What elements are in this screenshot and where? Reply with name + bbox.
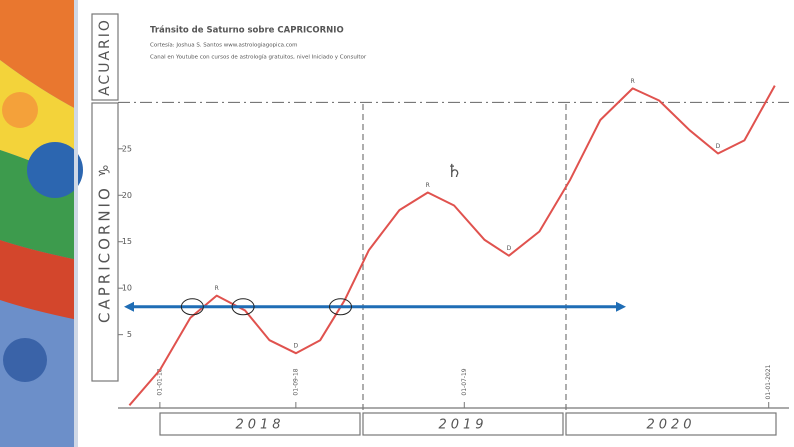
year-box bbox=[159, 412, 361, 436]
x-tick-label: 01-07-19 bbox=[461, 368, 468, 395]
y-tick-label: 15 bbox=[122, 237, 132, 246]
frame bbox=[91, 13, 789, 436]
year-box bbox=[362, 412, 564, 436]
upper-sign-box bbox=[91, 13, 119, 101]
y-tick-label: 10 bbox=[122, 284, 132, 293]
arrow-head bbox=[124, 301, 134, 312]
year-label: 2018 bbox=[235, 418, 284, 433]
upper-sign-label: ACUARIO bbox=[97, 18, 113, 96]
year-label: 2020 bbox=[646, 418, 695, 433]
subtitle: Cortesía: Joshua S. Santos www.astrologi… bbox=[150, 42, 297, 49]
y-tick-label: 20 bbox=[122, 191, 132, 200]
note: Canal en Youtube con cursos de astrologí… bbox=[150, 54, 367, 61]
annotation: ♄ bbox=[446, 161, 462, 182]
year-label: 2019 bbox=[438, 418, 487, 433]
annotation: D bbox=[294, 343, 299, 350]
y-tick-label: 5 bbox=[127, 330, 132, 339]
series-line bbox=[128, 85, 776, 406]
annotation: R bbox=[426, 182, 430, 189]
crossing-circle bbox=[329, 298, 352, 316]
title: Tránsito de Saturno sobre CAPRICORNIO bbox=[150, 26, 344, 36]
x-tick-label: 01-01-18 bbox=[156, 368, 163, 395]
crossing-circle bbox=[231, 298, 255, 316]
arrow-head bbox=[616, 301, 626, 312]
annotation: D bbox=[716, 143, 721, 150]
x-tick-label: 01-09-18 bbox=[292, 368, 299, 395]
crossing-circle bbox=[180, 298, 204, 316]
y-axis-label: CAPRICORNIO ♑ bbox=[96, 161, 114, 323]
mandala-image bbox=[0, 0, 83, 447]
year-box bbox=[565, 412, 777, 436]
x-tick-label: 01-01-2021 bbox=[765, 364, 772, 399]
annotation: R bbox=[631, 78, 635, 85]
y-tick-label: 25 bbox=[122, 144, 132, 153]
annotation: R bbox=[215, 285, 219, 292]
annotation: D bbox=[507, 245, 512, 252]
